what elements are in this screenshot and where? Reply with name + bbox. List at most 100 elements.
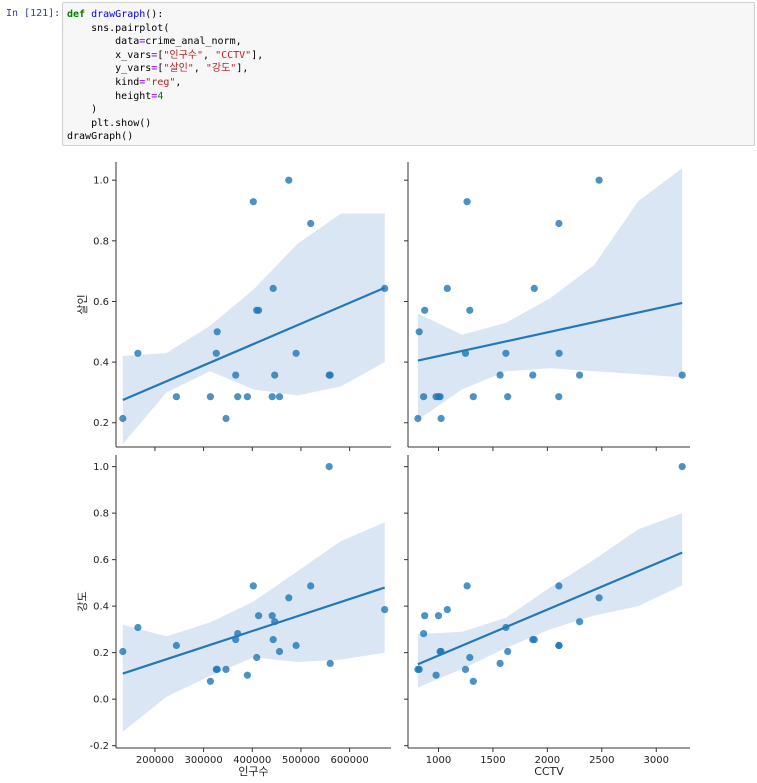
data-point (134, 623, 142, 632)
data-point (469, 677, 477, 685)
code-token: = (139, 76, 146, 88)
data-point (504, 393, 512, 401)
data-point (222, 665, 230, 674)
code-token: y_vars (67, 63, 152, 75)
code-token: = (139, 36, 146, 48)
data-point (530, 284, 538, 292)
code-line: sns.pairplot( (67, 23, 169, 34)
data-point (222, 414, 230, 423)
data-point (529, 371, 537, 379)
code-line: drawGraph() (67, 131, 133, 142)
code-line: data=crime_anal_norm, (67, 36, 242, 48)
data-point (285, 594, 293, 602)
data-point (496, 659, 504, 668)
x-tick-label: 200000 (136, 755, 174, 766)
code-line: def drawGraph(): (67, 9, 163, 20)
data-point (466, 306, 474, 314)
data-point (269, 636, 277, 644)
data-point (414, 414, 422, 423)
data-point (530, 636, 538, 644)
data-point (119, 647, 127, 656)
data-point (502, 349, 510, 357)
y-axis-label: 강도 (76, 591, 89, 611)
panel-강도-인구수: -0.2 0.0 0.2 0.4 0.6 0.8 1.0 200000 300000 400000… (89, 455, 391, 766)
data-point (206, 393, 214, 401)
data-point (595, 176, 603, 184)
data-point (255, 306, 263, 314)
data-point (678, 463, 686, 471)
data-point (436, 393, 444, 401)
data-point (232, 371, 240, 379)
data-point (172, 641, 180, 650)
x-tick-label: 1500 (480, 755, 505, 766)
y-tick-label: 0.2 (93, 418, 109, 429)
data-point (292, 349, 300, 357)
regression-line (122, 586, 386, 675)
code-token: height (67, 90, 152, 102)
code-token: "강도" (205, 63, 237, 75)
data-point (421, 306, 429, 314)
data-point (496, 371, 504, 379)
data-point (555, 349, 563, 357)
data-point (437, 414, 445, 423)
code-block[interactable]: def drawGraph(): sns.pairplot( data=crim… (63, 3, 754, 149)
y-tick-label: 0.0 (93, 695, 109, 706)
code-cell-input[interactable]: def drawGraph(): sns.pairplot( data=crim… (62, 2, 755, 146)
code-line: ) (67, 104, 97, 115)
data-point (555, 393, 563, 401)
data-point (213, 328, 221, 336)
data-point (249, 582, 257, 590)
code-token: kind (67, 76, 140, 88)
data-point (463, 198, 471, 206)
data-point (326, 371, 334, 379)
code-token: "reg" (145, 76, 176, 88)
data-point (555, 582, 563, 590)
code-token: (): (145, 9, 164, 20)
regression-line (417, 301, 683, 362)
code-token: "살인" (163, 63, 194, 75)
data-point (595, 594, 603, 602)
data-point (213, 665, 221, 674)
confidence-band (122, 213, 385, 444)
y-tick-label: 1.0 (93, 462, 109, 473)
data-point (212, 349, 220, 357)
code-token: "인구수" (163, 49, 204, 61)
data-point (461, 665, 470, 674)
data-point (253, 653, 261, 662)
y-tick-label: -0.2 (89, 741, 109, 752)
data-point (555, 641, 563, 650)
code-line: y_vars=["살인", "강도"], (67, 63, 248, 74)
x-tick-label: 2000 (535, 755, 560, 766)
x-tick-label: 400000 (233, 755, 271, 766)
y-tick-label: 0.6 (93, 555, 109, 566)
regression-line (122, 286, 386, 402)
code-line: x_vars=["인구수", "CCTV"], (67, 50, 263, 61)
data-point (134, 349, 142, 357)
code-token: data (67, 36, 140, 48)
confidence-band (417, 168, 683, 420)
y-tick-label: 0.2 (93, 648, 109, 659)
panel-강도-CCTV: 1000 1500 2000 2500 3000 (404, 455, 690, 766)
data-point (307, 219, 315, 228)
x-tick-label: 3000 (644, 755, 669, 766)
data-point (463, 582, 471, 590)
x-tick-label: 2500 (589, 755, 614, 766)
code-token: ], (251, 49, 264, 61)
data-point (415, 665, 423, 674)
code-token: [ (157, 63, 164, 75)
data-point (255, 612, 263, 620)
x-tick-label: 300000 (185, 755, 223, 766)
y-tick-label: 0.8 (93, 509, 109, 520)
code-token: = (151, 63, 158, 75)
code-token: crime_anal_norm, (145, 36, 242, 48)
code-line: plt.show() (67, 118, 151, 129)
data-point (466, 653, 474, 662)
y-tick-label: 0.6 (93, 297, 109, 308)
data-point (576, 618, 584, 626)
data-point (381, 606, 389, 614)
data-point (271, 371, 279, 379)
data-point (325, 463, 333, 471)
cell-prompt: In [121]: (6, 8, 61, 19)
data-point (275, 647, 284, 656)
